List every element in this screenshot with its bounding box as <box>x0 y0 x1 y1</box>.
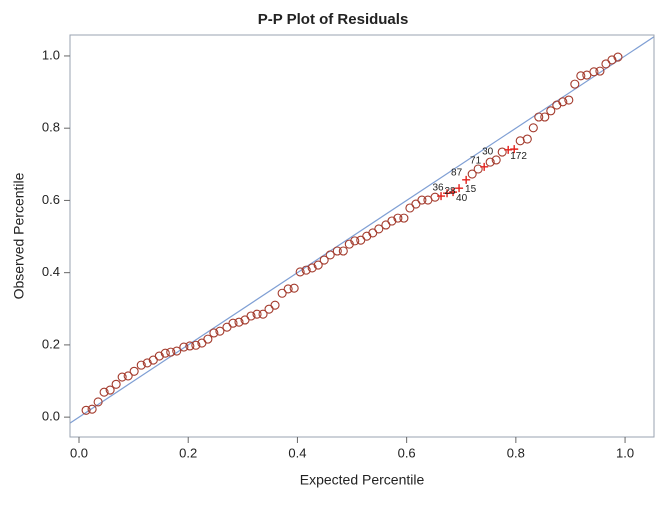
plot-area <box>70 36 654 424</box>
point-label: 172 <box>510 151 527 162</box>
data-point <box>87 404 97 414</box>
plot-frame <box>69 34 655 438</box>
data-point <box>93 397 103 407</box>
data-point <box>154 351 164 361</box>
data-point <box>117 372 127 382</box>
data-point <box>203 334 213 344</box>
x-tick-label: 1.0 <box>616 445 634 460</box>
data-point <box>160 348 170 358</box>
outlier-point <box>510 145 519 154</box>
data-point <box>338 246 348 256</box>
data-point <box>491 155 501 165</box>
x-axis-label: Expected Percentile <box>300 472 425 488</box>
data-point <box>607 55 617 65</box>
data-point <box>172 346 182 356</box>
point-label: 36 <box>432 183 444 194</box>
y-tick-label: 0.2 <box>42 336 60 351</box>
y-tick-label: 1.0 <box>42 47 60 62</box>
data-point <box>136 360 146 370</box>
x-tick-label: 0.0 <box>70 445 88 460</box>
x-tick-label: 0.4 <box>288 445 306 460</box>
data-point <box>301 265 311 275</box>
y-tick-label: 0.4 <box>42 264 60 279</box>
data-point <box>234 317 244 327</box>
data-point <box>417 195 427 205</box>
x-tick-label: 0.8 <box>507 445 525 460</box>
outlier-point <box>443 189 452 198</box>
data-point <box>295 267 305 277</box>
data-point <box>522 134 532 144</box>
chart-title: P-P Plot of Residuals <box>258 11 409 28</box>
outlier-point <box>437 192 446 201</box>
data-point <box>558 97 568 107</box>
data-point <box>270 300 280 310</box>
outlier-point <box>449 188 458 197</box>
data-point <box>589 67 599 77</box>
data-point <box>576 71 586 81</box>
data-point <box>81 405 91 415</box>
data-point <box>277 288 287 298</box>
data-point <box>595 66 605 76</box>
data-point <box>350 236 360 246</box>
outlier-point <box>480 162 489 171</box>
data-point <box>246 311 256 321</box>
data-point <box>289 283 299 293</box>
data-point <box>129 366 139 376</box>
y-tick-label: 0.6 <box>42 192 60 207</box>
data-point <box>185 341 195 351</box>
data-point <box>399 213 409 223</box>
data-point <box>613 52 623 62</box>
data-point <box>258 309 268 319</box>
data-point <box>497 147 507 157</box>
data-point <box>99 387 109 397</box>
data-point <box>179 342 189 352</box>
y-axis-label: Observed Percentile <box>11 172 27 299</box>
point-label: 71 <box>470 155 482 166</box>
data-point <box>540 112 550 122</box>
outlier-point <box>462 175 471 184</box>
outlier-point <box>504 145 513 154</box>
data-point <box>313 260 323 270</box>
data-point <box>485 157 495 167</box>
data-point <box>228 318 238 328</box>
data-point <box>528 123 538 133</box>
data-point <box>191 340 201 350</box>
point-label: 30 <box>482 146 494 157</box>
data-point <box>123 371 133 381</box>
data-point <box>283 284 293 294</box>
data-point <box>111 379 121 389</box>
x-tick-label: 0.6 <box>398 445 416 460</box>
data-point <box>393 213 403 223</box>
point-label: 28 <box>444 186 456 197</box>
outlier-point <box>455 184 464 193</box>
data-point <box>473 164 483 174</box>
data-point <box>430 192 440 202</box>
data-point <box>387 216 397 226</box>
data-point <box>534 112 544 122</box>
data-point <box>570 79 580 89</box>
data-point <box>215 326 225 336</box>
data-point <box>166 347 176 357</box>
data-point <box>467 169 477 179</box>
data-point <box>209 328 219 338</box>
data-point <box>142 358 152 368</box>
point-label: 15 <box>465 184 477 195</box>
y-tick-label: 0.8 <box>42 120 60 135</box>
data-point <box>105 385 115 395</box>
data-point <box>332 246 342 256</box>
data-point <box>325 250 335 260</box>
data-point <box>252 309 262 319</box>
data-point <box>515 136 525 146</box>
y-tick-label: 0.0 <box>42 409 60 424</box>
data-point <box>319 255 329 265</box>
x-tick-label: 0.2 <box>179 445 197 460</box>
data-point <box>546 106 556 116</box>
data-point <box>374 224 384 234</box>
point-label: 40 <box>456 193 468 204</box>
data-point <box>564 95 574 105</box>
point-label: 87 <box>451 167 463 178</box>
data-point <box>307 263 317 273</box>
